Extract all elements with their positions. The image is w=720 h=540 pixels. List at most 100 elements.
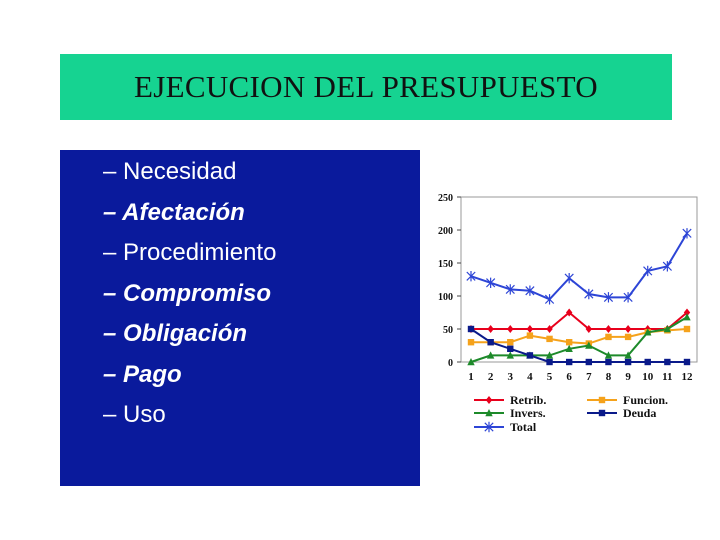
y-tick-label: 150 [438, 259, 453, 270]
bullet-dash: – [103, 198, 117, 226]
data-point [585, 341, 593, 349]
data-point [506, 351, 514, 359]
x-tick-label: 7 [586, 371, 592, 383]
data-point [546, 335, 553, 343]
x-tick-label: 11 [662, 371, 672, 383]
plot-frame [460, 196, 698, 363]
legend-swatch-marker [598, 409, 606, 417]
data-point [526, 332, 534, 339]
data-point [546, 358, 553, 366]
bullet-text: Afectación [122, 198, 245, 226]
data-point [605, 325, 612, 333]
bullet-text: Compromiso [123, 279, 272, 307]
data-point [663, 325, 672, 333]
data-point [466, 271, 476, 282]
bullet-dash: – [103, 401, 117, 428]
legend-label: Retrib. [510, 393, 546, 407]
data-point [624, 333, 632, 341]
data-point [565, 339, 573, 346]
data-point [644, 328, 652, 336]
bullet-item: – Procedimiento [103, 233, 276, 274]
x-tick-label: 6 [566, 371, 572, 383]
bullet-dash: – [103, 360, 117, 388]
data-point [507, 339, 514, 346]
data-point [584, 288, 594, 300]
data-point [544, 294, 555, 305]
legend-label: Funcion. [623, 393, 668, 407]
y-tick-label: 50 [443, 325, 453, 336]
x-tick-label: 12 [682, 371, 694, 383]
data-point [643, 265, 653, 277]
bullet-text: Procedimiento [123, 239, 277, 266]
data-point [526, 325, 534, 333]
series-line [470, 232, 688, 301]
data-point [644, 358, 651, 366]
line-chart: 0 50 100 150 200 250 1 2 3 4 5 6 7 8 9 10 11 12 Retrib. Fun… [420, 180, 720, 450]
series-line [470, 328, 687, 363]
bullet-list: – Necesidad – Afectación – Procedimiento… [103, 152, 276, 436]
x-tick-label: 9 [625, 371, 631, 383]
data-point [525, 285, 535, 296]
data-point [585, 358, 593, 366]
bullet-text: Necesidad [123, 158, 237, 185]
data-point [565, 358, 573, 366]
data-point [624, 351, 632, 359]
x-tick-label: 8 [606, 371, 612, 383]
data-point [683, 325, 691, 333]
legend-swatch-marker [598, 396, 606, 404]
bullet-item: – Compromiso [103, 274, 276, 315]
data-point [664, 358, 671, 366]
bullet-item: – Obligación [103, 314, 276, 355]
data-point [505, 284, 515, 295]
data-point [603, 292, 614, 303]
legend-label: Total [510, 420, 537, 434]
x-tick-label: 3 [508, 371, 514, 383]
data-point [624, 358, 632, 366]
data-point [683, 358, 691, 366]
data-point [605, 358, 612, 366]
bullet-item: – Necesidad [103, 152, 276, 193]
series-line [471, 311, 688, 330]
bullet-text: Uso [123, 401, 166, 428]
y-tick-label: 0 [448, 358, 453, 369]
data-point [526, 352, 534, 359]
data-point [487, 325, 494, 333]
y-tick-label: 250 [438, 193, 453, 204]
data-point [487, 339, 494, 346]
bullet-dash: – [103, 320, 117, 347]
x-tick-label: 5 [547, 371, 553, 383]
x-tick-label: 1 [468, 371, 474, 383]
data-point [604, 351, 613, 359]
blue-panel [60, 150, 420, 486]
data-point [662, 261, 672, 272]
data-point [565, 344, 573, 352]
data-point [467, 325, 475, 333]
data-point [486, 351, 495, 359]
series-line [470, 316, 688, 363]
bullet-item: – Pago [103, 355, 276, 396]
bullet-item: – Uso [103, 395, 276, 436]
bullet-text: Obligación [123, 320, 248, 347]
data-point [682, 228, 692, 239]
legend-label: Invers. [510, 406, 546, 420]
bullet-item: – Afectación [103, 193, 276, 234]
bullet-dash: – [103, 158, 117, 185]
title-band: EJECUCION DEL PRESUPUESTO [60, 54, 672, 120]
data-point [545, 351, 554, 359]
data-point [507, 325, 514, 333]
bullet-dash: – [103, 239, 117, 266]
data-point [624, 325, 632, 333]
data-point [467, 339, 475, 346]
x-tick-label: 10 [642, 371, 654, 383]
x-tick-label: 4 [527, 371, 533, 383]
data-point [564, 272, 574, 284]
y-tick-label: 100 [438, 292, 453, 303]
data-point [683, 313, 691, 321]
data-point [467, 358, 475, 366]
legend-swatch-marker [484, 421, 494, 433]
data-point [486, 277, 496, 288]
legend-swatch-marker [485, 396, 493, 404]
data-point [623, 292, 633, 303]
slide-title: EJECUCION DEL PRESUPUESTO [134, 69, 598, 104]
